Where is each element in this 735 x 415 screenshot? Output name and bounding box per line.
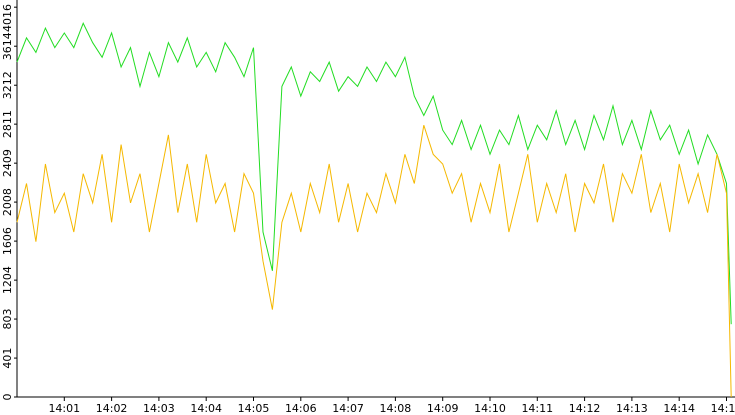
x-tick-label: 14:11 <box>521 402 553 415</box>
x-tick-label: 14:08 <box>380 402 412 415</box>
y-tick-label: 4016 <box>1 4 14 32</box>
y-tick-label: 3212 <box>1 71 14 99</box>
x-tick-label: 14:07 <box>332 402 364 415</box>
x-tick-label: 14:09 <box>427 402 459 415</box>
series-line <box>16 125 732 398</box>
y-tick-label: 2811 <box>1 110 14 138</box>
x-tick-label: 14:10 <box>474 402 506 415</box>
x-tick-label: 14:02 <box>96 402 128 415</box>
y-tick-label: 2409 <box>1 149 14 177</box>
x-tick-label: 14:03 <box>143 402 175 415</box>
y-tick-label: 3614 <box>1 32 14 60</box>
x-tick-label: 14:15 <box>711 402 735 415</box>
x-tick-label: 14:01 <box>48 402 80 415</box>
y-tick-label: 401 <box>1 348 14 369</box>
y-tick-label: 0 <box>1 394 14 401</box>
series-line <box>16 22 732 325</box>
x-tick-label: 14:14 <box>663 402 695 415</box>
x-tick-label: 14:13 <box>616 402 648 415</box>
y-tick-label: 2008 <box>1 188 14 216</box>
x-tick-label: 14:06 <box>285 402 317 415</box>
y-tick-label: 803 <box>1 309 14 330</box>
x-tick-label: 14:05 <box>238 402 270 415</box>
y-tick-label: 1606 <box>1 227 14 255</box>
x-tick-label: 14:12 <box>569 402 601 415</box>
y-tick-label: 1204 <box>1 266 14 294</box>
x-tick-label: 14:04 <box>190 402 222 415</box>
